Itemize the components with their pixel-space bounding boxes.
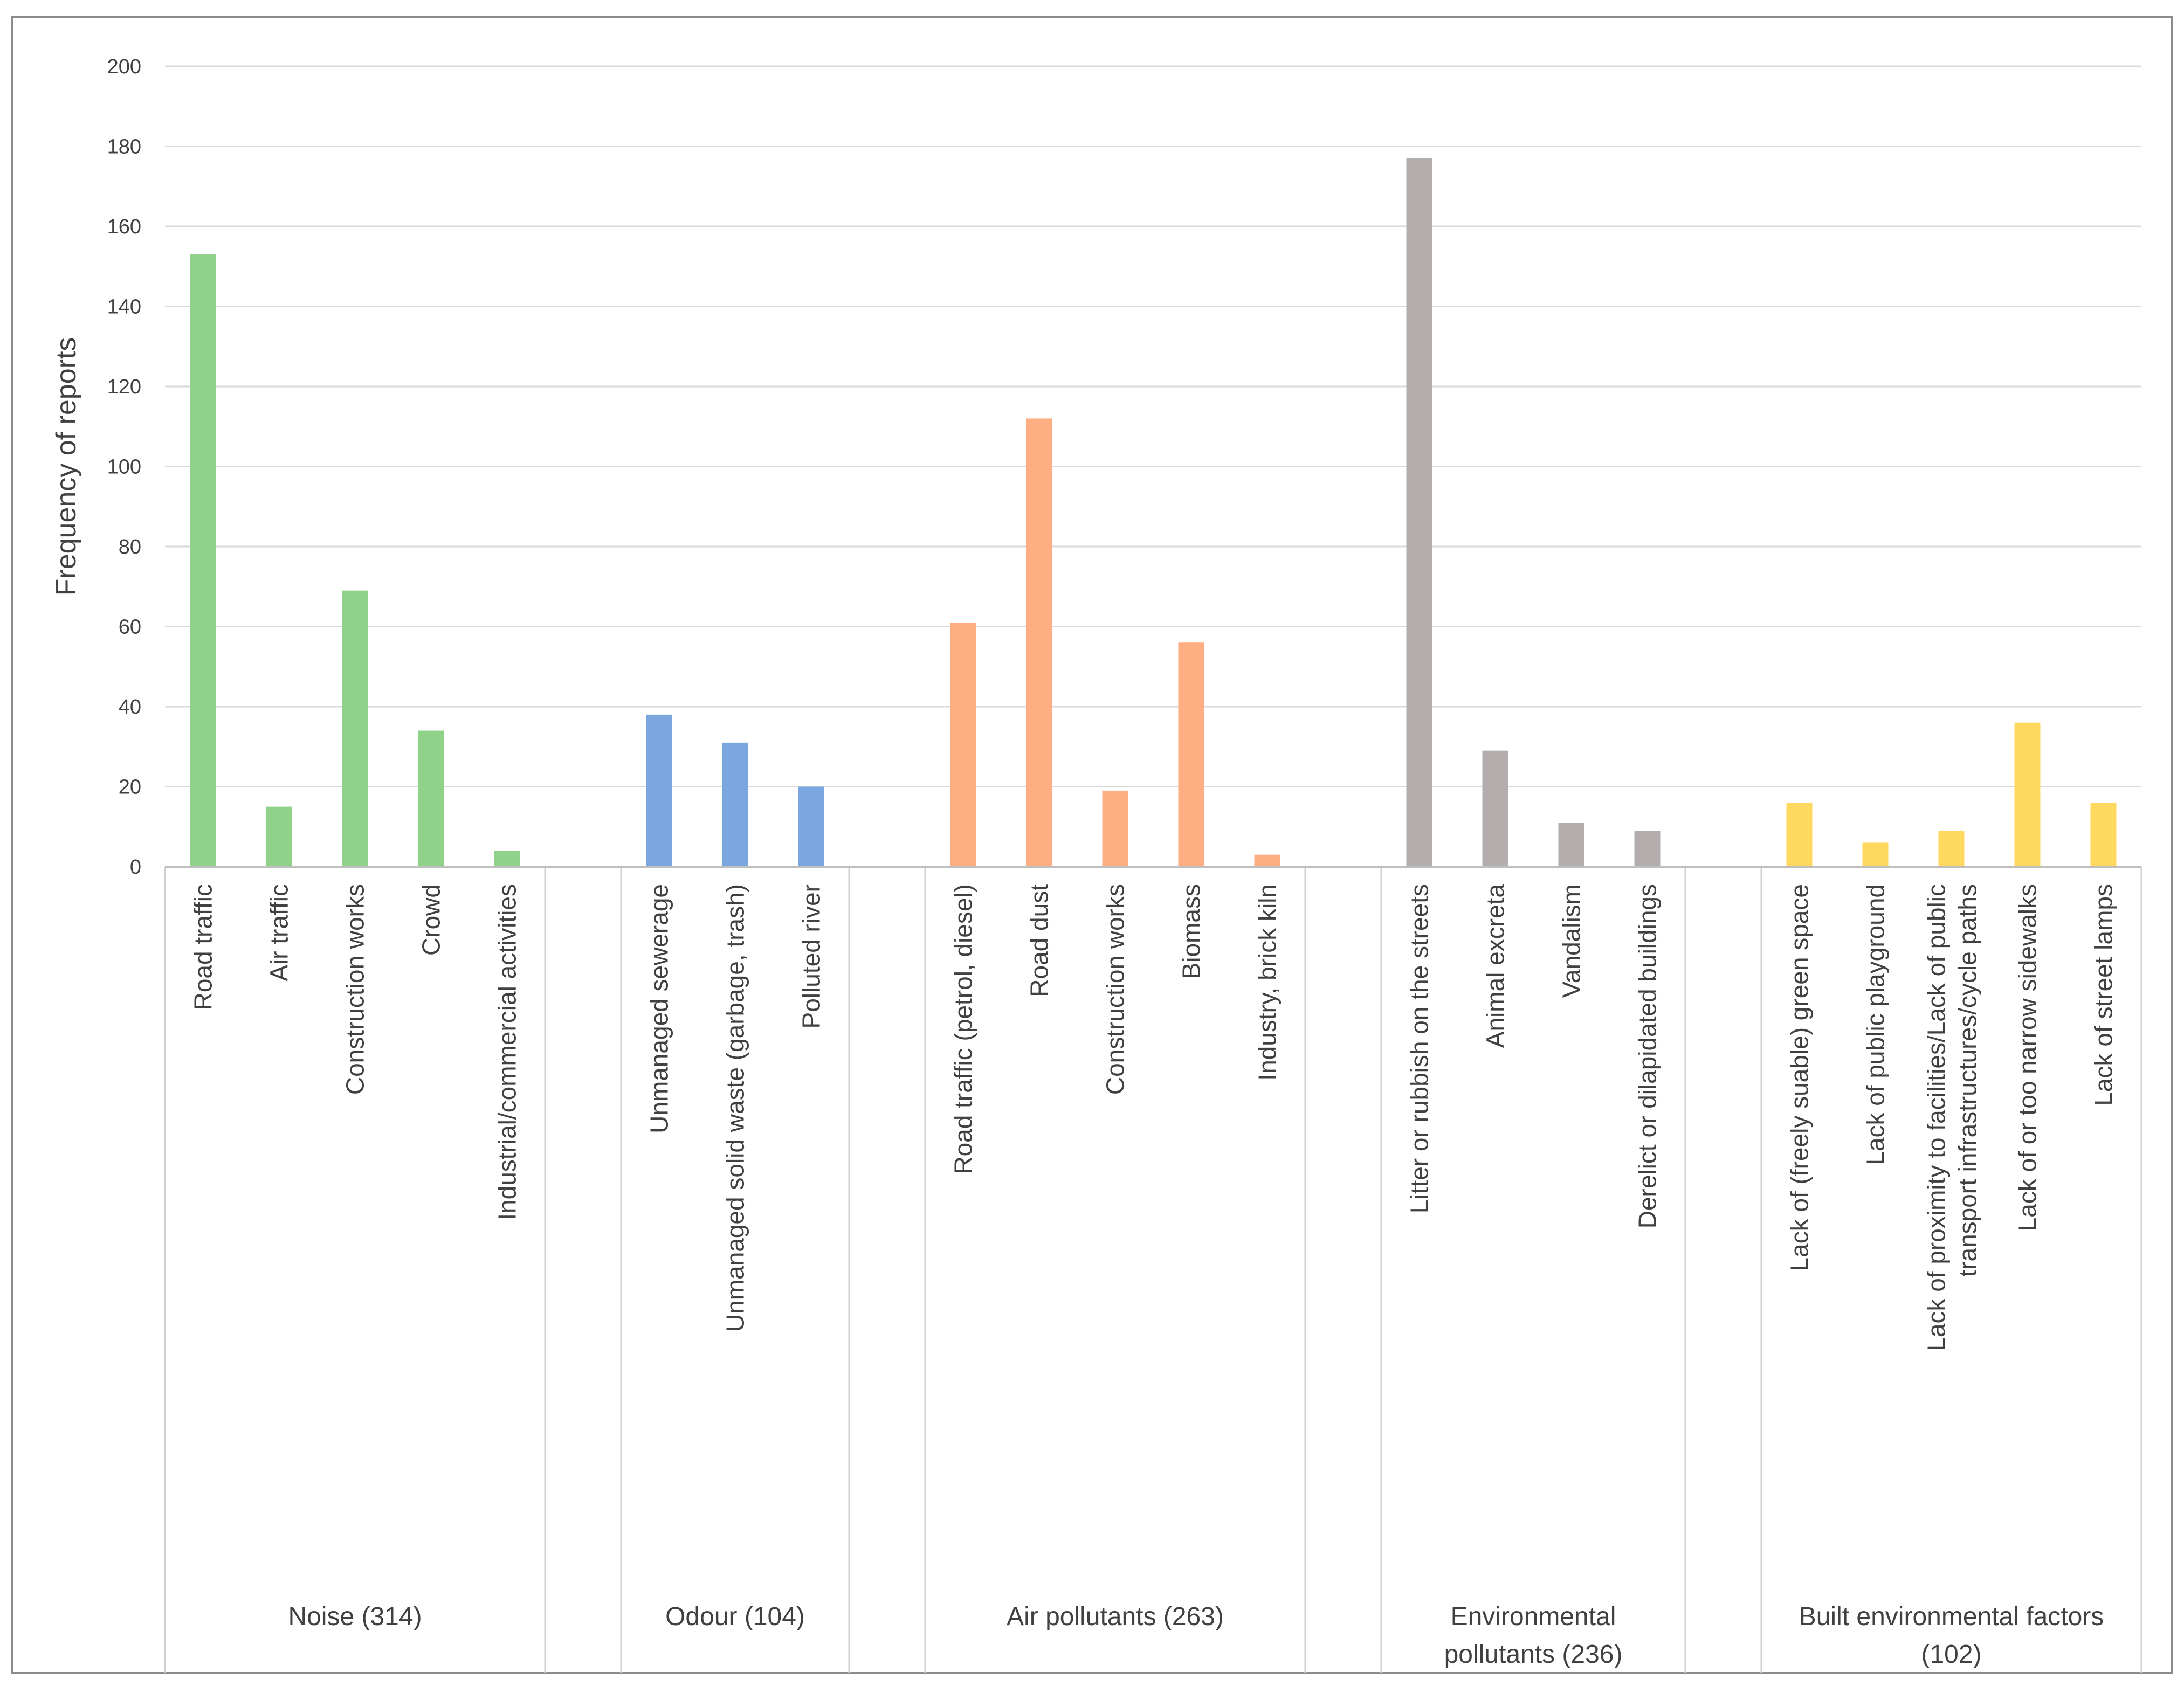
bar (1102, 790, 1128, 867)
y-tick-label: 0 (130, 856, 141, 879)
bar (722, 742, 748, 867)
category-label: Crowd (417, 884, 445, 956)
category-label: Lack of proximity to facilities/Lack of … (1923, 884, 1982, 1351)
bar (1406, 158, 1432, 867)
bars (190, 158, 2117, 867)
y-tick-label: 200 (107, 56, 141, 78)
category-label: Road traffic (petrol, diesel) (949, 884, 977, 1174)
category-label: Unmanaged solid waste (garbage, trash) (721, 884, 749, 1332)
y-tick-label: 140 (107, 296, 141, 319)
bar (1634, 831, 1661, 867)
y-axis-ticks: 0 20 40 60 80 100 120 140 160 180 200 (107, 56, 141, 879)
category-label: Unmanaged sewerage (645, 884, 673, 1134)
bar (950, 623, 976, 867)
category-label: Derelict or dilapidated buildings (1634, 884, 1662, 1228)
bar (1026, 418, 1052, 867)
category-label: Polluted river (797, 884, 825, 1028)
y-tick-label: 80 (119, 536, 141, 558)
group-label: Odour (104) (665, 1602, 805, 1631)
bar (1862, 842, 1889, 867)
bar (798, 786, 824, 867)
bar (266, 806, 292, 867)
category-label: Lack of (freely suable) green space (1786, 884, 1814, 1272)
y-tick-label: 120 (107, 376, 141, 398)
bar (342, 590, 368, 867)
group-label: Noise (314) (288, 1602, 422, 1631)
bar (1178, 642, 1204, 867)
category-label: Air traffic (265, 884, 293, 982)
bar (190, 254, 216, 867)
bar (1938, 831, 1965, 867)
category-label: Industrial/commercial activities (493, 884, 521, 1220)
y-axis-label: Frequency of reports (51, 337, 82, 596)
group-label: Air pollutants (263) (1007, 1602, 1224, 1631)
y-tick-label: 180 (107, 136, 141, 158)
group-labels: Noise (314) Odour (104) Air pollutants (26… (288, 1602, 2104, 1669)
y-tick-label: 20 (119, 776, 141, 799)
category-label: Construction works (1101, 884, 1129, 1095)
group-label: Built environmental factors (102) (1799, 1602, 2104, 1669)
category-label: Animal excreta (1482, 884, 1510, 1048)
category-label: Vandalism (1558, 884, 1586, 998)
category-label: Road dust (1025, 884, 1053, 997)
bar (646, 714, 672, 867)
bar (1786, 803, 1813, 867)
category-label: Litter or rubbish on the streets (1406, 884, 1434, 1213)
category-label: Lack of public playground (1862, 884, 1890, 1165)
bar (494, 851, 520, 867)
category-label: Industry, brick kiln (1253, 884, 1282, 1081)
bar (2014, 722, 2041, 867)
chart-frame (11, 16, 2173, 1674)
group-label: Environmental pollutants (236) (1444, 1602, 1623, 1669)
category-separators (164, 867, 2142, 1673)
y-tick-label: 160 (107, 216, 141, 238)
y-tick-label: 100 (107, 456, 141, 479)
y-tick-label: 60 (119, 616, 141, 639)
gridlines (165, 65, 2141, 787)
category-label: Lack of or too narrow sidewalks (2014, 884, 2042, 1231)
bar (1254, 854, 1280, 867)
y-tick-label: 40 (119, 696, 141, 718)
category-label: Construction works (341, 884, 369, 1095)
category-label: Biomass (1177, 884, 1205, 979)
category-labels: Road traffic Air traffic Construction work… (189, 884, 2118, 1351)
bar (1558, 823, 1584, 867)
category-label: Road traffic (189, 884, 217, 1010)
category-label: Lack of street lamps (2090, 884, 2118, 1106)
bar (2090, 803, 2117, 867)
bar (1482, 750, 1508, 867)
bar (418, 730, 444, 867)
